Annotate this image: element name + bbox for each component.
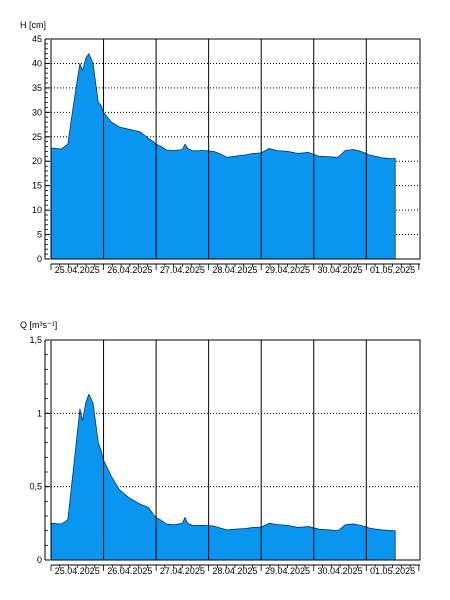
- y-tick-label: 20: [32, 156, 42, 166]
- y-tick-label: 40: [32, 58, 42, 68]
- y-tick-label: 0: [37, 555, 42, 565]
- y-axis-title: Q [m³s⁻¹]: [20, 320, 57, 330]
- x-date-label: 26.04.2025: [107, 566, 152, 576]
- x-date-label: 29.04.2025: [265, 265, 310, 275]
- y-tick-label: 0,5: [29, 482, 42, 492]
- x-date-label: 28.04.2025: [212, 265, 257, 275]
- x-date-label: 27.04.2025: [160, 265, 205, 275]
- y-tick-label: 5: [37, 230, 42, 240]
- discharge-chart: 0 0,5 1 1,5 Q [m³s⁻¹] 25.04.2025 26.04.2025 27.…: [20, 320, 421, 576]
- x-date-label: 01.05.2025: [370, 265, 415, 275]
- x-date-label: 28.04.2025: [212, 566, 257, 576]
- water-level-chart: 0 5 10 15 20 25 30 35 40 45 H [cm] 25.04.2025 26.04.…: [20, 20, 421, 275]
- x-date-label: 26.04.2025: [107, 265, 152, 275]
- y-tick-label: 35: [32, 83, 42, 93]
- plot-frame: [50, 38, 421, 260]
- y-tick-label: 30: [32, 107, 42, 117]
- x-date-label: 27.04.2025: [160, 566, 205, 576]
- x-date-label: 25.04.2025: [55, 566, 100, 576]
- x-date-label: 25.04.2025: [55, 265, 100, 275]
- y-tick-label: 0: [37, 254, 42, 264]
- y-tick-label: 15: [32, 181, 42, 191]
- area-series: [50, 53, 396, 260]
- y-tick-label: 25: [32, 132, 42, 142]
- y-tick-label: 1,5: [29, 335, 42, 345]
- x-date-label: 30.04.2025: [318, 265, 363, 275]
- x-date-label: 01.05.2025: [370, 566, 415, 576]
- x-date-label: 30.04.2025: [318, 566, 363, 576]
- y-tick-label: 45: [32, 34, 42, 44]
- y-tick-label: 10: [32, 205, 42, 215]
- area-series: [50, 393, 396, 561]
- x-date-label: 29.04.2025: [265, 566, 310, 576]
- y-tick-label: 1: [37, 408, 42, 418]
- plot-frame: [50, 339, 421, 561]
- y-axis-title: H [cm]: [20, 20, 46, 30]
